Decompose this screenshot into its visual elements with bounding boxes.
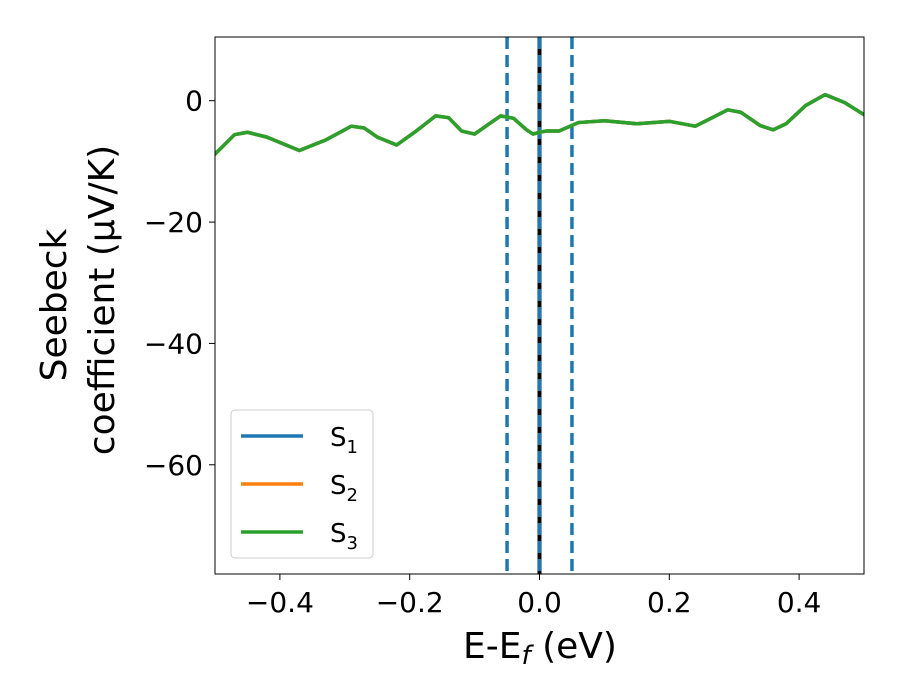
y-axis-label: Seebeck coefficient (μV/K) (34, 145, 123, 455)
x-ticks: −0.4 −0.2 0.0 0.2 0.4 (246, 574, 821, 619)
series-lines (215, 92, 864, 156)
vertical-markers (505, 37, 574, 574)
legend-label-s1: S1 (330, 423, 358, 458)
legend: S1 S2 S3 (230, 409, 374, 559)
y-tick-label: −60 (144, 449, 203, 482)
x-axis-label: E-Ef (eV) (463, 626, 617, 671)
y-ticks: 0 −20 −40 −60 (144, 85, 215, 482)
x-axis-label-main: E-E (463, 626, 521, 667)
x-tick-label: −0.2 (376, 586, 444, 619)
x-tick-label: 0.0 (517, 586, 562, 619)
y-tick-label: 0 (185, 85, 203, 118)
y-axis-label-line2: coefficient (μV/K) (82, 145, 123, 455)
series-line-s3 (215, 92, 864, 156)
x-tick-label: −0.4 (246, 586, 314, 619)
legend-label-s2: S2 (330, 471, 358, 506)
x-tick-label: 0.4 (777, 586, 822, 619)
y-axis-label-line1: Seebeck (34, 228, 75, 381)
legend-label-s3: S3 (330, 519, 358, 554)
x-tick-label: 0.2 (647, 586, 692, 619)
x-axis-label-unit: (eV) (531, 626, 617, 667)
y-tick-label: −20 (144, 206, 203, 239)
y-tick-label: −40 (144, 327, 203, 360)
